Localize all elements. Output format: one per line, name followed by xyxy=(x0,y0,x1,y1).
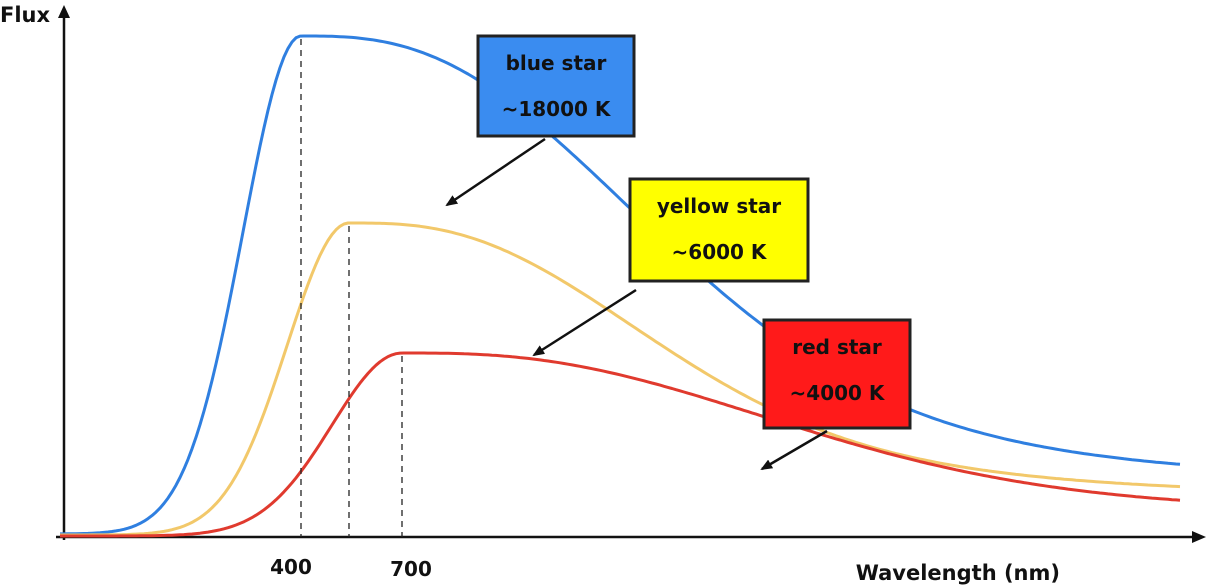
x-tick-700: 700 xyxy=(390,557,432,581)
series-pointer-arrow-2 xyxy=(532,288,637,357)
series-temperature-3: ~4000 K xyxy=(790,381,886,405)
y-axis-label: Flux xyxy=(0,3,50,27)
series-label-box-2 xyxy=(628,177,810,283)
y-axis-arrow-icon xyxy=(58,5,70,18)
series-label-box-3 xyxy=(762,318,912,430)
series-line-3 xyxy=(60,351,1181,538)
series-pointer-arrow-1 xyxy=(445,137,546,207)
peak-markers xyxy=(300,39,403,537)
series-line-1 xyxy=(60,34,1181,536)
x-axis-label: Wavelength (nm) xyxy=(856,561,1060,585)
series-labels: blue star ~18000 K yellow star ~6000 K red s… xyxy=(445,34,912,471)
series-name-3: red star xyxy=(792,335,882,359)
series-name-1: blue star xyxy=(506,51,607,75)
series-pointer-arrow-3 xyxy=(760,429,828,471)
x-axis-arrow-icon xyxy=(1192,531,1206,543)
series-name-2: yellow star xyxy=(657,194,781,218)
series-label-box-1 xyxy=(476,34,636,138)
series-curves xyxy=(60,34,1181,538)
x-tick-400: 400 xyxy=(270,555,312,579)
series-line-2 xyxy=(60,221,1181,537)
series-temperature-2: ~6000 K xyxy=(672,240,768,264)
series-temperature-1: ~18000 K xyxy=(502,97,612,121)
